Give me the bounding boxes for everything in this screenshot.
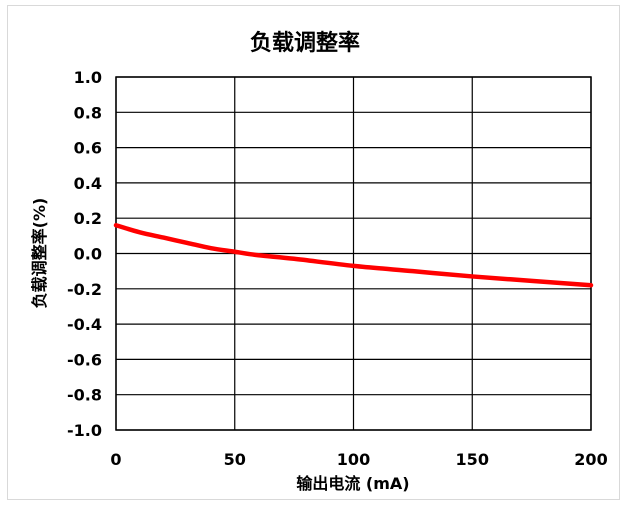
y-tick-labels: 1.0 0.8 0.6 0.4 0.2 0.0 -0.2 -0.4 -0.6 -0.8 -1.0 xyxy=(67,68,102,440)
series-layer xyxy=(113,223,594,288)
y-axis-title: 负载调整率(%) xyxy=(30,198,49,309)
y-tick-label: 0.0 xyxy=(74,245,102,264)
y-tick-label: 0.2 xyxy=(74,209,102,228)
y-tick-label: -0.2 xyxy=(67,280,102,299)
x-tick-label: 100 xyxy=(337,450,370,469)
y-tick-label: -1.0 xyxy=(67,421,102,440)
y-tick-label: -0.6 xyxy=(67,350,102,369)
y-tick-label: 0.6 xyxy=(74,139,102,158)
y-tick-label: -0.4 xyxy=(67,315,102,334)
series-line-0 xyxy=(113,223,594,288)
x-tick-label: 50 xyxy=(224,450,246,469)
x-tick-label: 150 xyxy=(456,450,489,469)
plot-border xyxy=(115,76,592,431)
x-axis-title: 输出电流 (mA) xyxy=(296,474,409,493)
y-tick-label: 0.8 xyxy=(74,103,102,122)
y-tick-label: 1.0 xyxy=(74,68,102,87)
y-tick-label: 0.4 xyxy=(74,174,102,193)
x-tick-label: 0 xyxy=(110,450,121,469)
y-tick-label: -0.8 xyxy=(67,386,102,405)
x-tick-labels: 0 50 100 150 200 xyxy=(110,450,607,469)
grid xyxy=(115,76,592,431)
chart-title: 负载调整率 xyxy=(250,30,360,56)
chart-frame xyxy=(7,5,620,500)
x-tick-label: 200 xyxy=(574,450,607,469)
